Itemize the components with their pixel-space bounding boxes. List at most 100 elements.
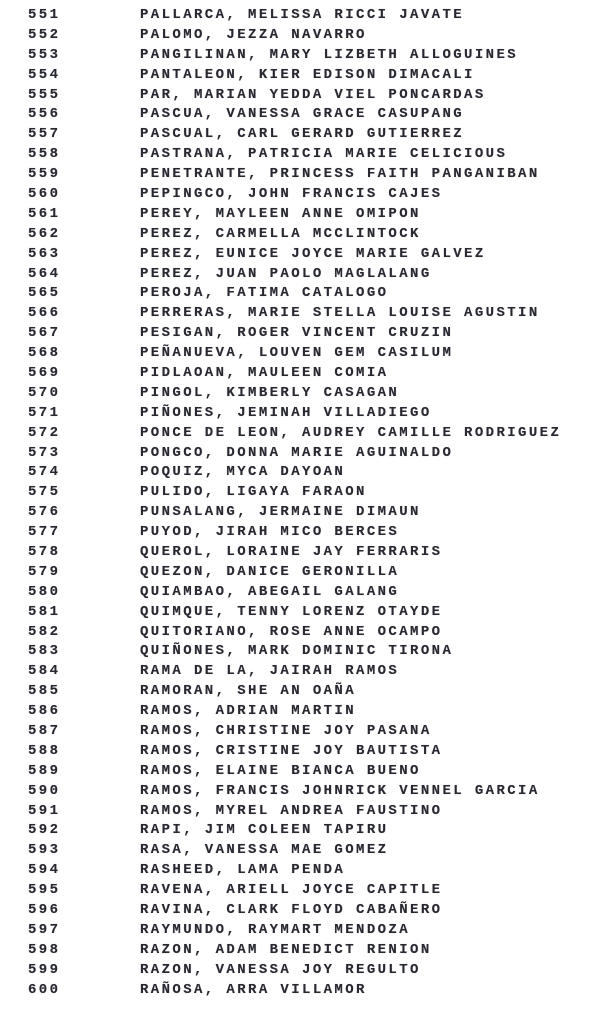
- row-number: 590: [28, 782, 61, 799]
- row-name: PIÑONES, JEMINAH VILLADIEGO: [140, 404, 432, 421]
- row-name: RAMOS, FRANCIS JOHNRICK VENNEL GARCIA: [140, 782, 540, 799]
- row-name: RAMOS, CRISTINE JOY BAUTISTA: [140, 742, 443, 759]
- row-name: PINGOL, KIMBERLY CASAGAN: [140, 384, 400, 401]
- row-number: 567: [28, 325, 61, 342]
- list-row: 578 QUEROL, LORAINE JAY FERRARIS: [0, 542, 604, 562]
- row-number: 598: [28, 941, 61, 958]
- row-number: 595: [28, 882, 61, 899]
- list-row: 552 PALOMO, JEZZA NAVARRO: [0, 25, 604, 45]
- list-row: 564 PEREZ, JUAN PAOLO MAGLALANG: [0, 264, 604, 284]
- row-number: 594: [28, 862, 61, 879]
- list-row: 572 PONCE DE LEON, AUDREY CAMILLE RODRIG…: [0, 423, 604, 443]
- row-name: PENETRANTE, PRINCESS FAITH PANGANIBAN: [140, 166, 540, 183]
- row-number: 552: [28, 26, 61, 43]
- row-number: 581: [28, 603, 61, 620]
- row-name: RAVINA, CLARK FLOYD CABAÑERO: [140, 902, 443, 919]
- row-name: RAMOS, ADRIAN MARTIN: [140, 703, 357, 720]
- list-row: 558 PASTRANA, PATRICIA MARIE CELICIOUS: [0, 144, 604, 164]
- row-number: 593: [28, 842, 61, 859]
- row-number: 591: [28, 802, 61, 819]
- row-name: RAMA DE LA, JAIRAH RAMOS: [140, 663, 400, 680]
- row-number: 561: [28, 205, 61, 222]
- row-name: PERRERAS, MARIE STELLA LOUISE AGUSTIN: [140, 305, 540, 322]
- list-row: 589 RAMOS, ELAINE BIANCA BUENO: [0, 761, 604, 781]
- row-number: 587: [28, 723, 61, 739]
- row-number: 554: [28, 66, 61, 83]
- row-number: 583: [28, 643, 61, 660]
- list-row: 587 RAMOS, CHRISTINE JOY PASANA: [0, 721, 604, 741]
- row-number: 589: [28, 762, 61, 779]
- row-name: PALOMO, JEZZA NAVARRO: [140, 26, 367, 43]
- row-name: PONGCO, DONNA MARIE AGUINALDO: [140, 444, 454, 461]
- list-row: 591 RAMOS, MYREL ANDREA FAUSTINO: [0, 801, 604, 821]
- list-row: 554 PANTALEON, KIER EDISON DIMACALI: [0, 65, 604, 85]
- row-number: 597: [28, 921, 61, 938]
- list-row: 598 RAZON, ADAM BENEDICT RENION: [0, 940, 604, 960]
- list-row: 555 PAR, MARIAN YEDDA VIEL PONCARDAS: [0, 85, 604, 105]
- list-row: 588 RAMOS, CRISTINE JOY BAUTISTA: [0, 741, 604, 761]
- list-row: 581 QUIMQUE, TENNY LORENZ OTAYDE: [0, 602, 604, 622]
- list-row: 559 PENETRANTE, PRINCESS FAITH PANGANIBA…: [0, 164, 604, 184]
- row-name: QUIÑONES, MARK DOMINIC TIRONA: [140, 643, 454, 660]
- row-name: RASA, VANESSA MAE GOMEZ: [140, 842, 389, 859]
- row-name: PUNSALANG, JERMAINE DIMAUN: [140, 504, 421, 521]
- list-row: 551 PALLARCA, MELISSA RICCI JAVATE: [0, 5, 604, 25]
- list-row: 562 PEREZ, CARMELLA MCCLINTOCK: [0, 224, 604, 244]
- list-row: 570 PINGOL, KIMBERLY CASAGAN: [0, 383, 604, 403]
- list-row: 568 PEÑANUEVA, LOUVEN GEM CASILUM: [0, 343, 604, 363]
- row-number: 577: [28, 524, 61, 541]
- row-name: QUEROL, LORAINE JAY FERRARIS: [140, 543, 443, 560]
- list-row: 574 POQUIZ, MYCA DAYOAN: [0, 462, 604, 482]
- row-number: 563: [28, 245, 61, 262]
- row-name: RAVENA, ARIELL JOYCE CAPITLE: [140, 882, 443, 899]
- list-row: 563 PEREZ, EUNICE JOYCE MARIE GALVEZ: [0, 244, 604, 264]
- row-name: RAMOS, MYREL ANDREA FAUSTINO: [140, 802, 443, 819]
- list-row: 571 PIÑONES, JEMINAH VILLADIEGO: [0, 403, 604, 423]
- row-number: 565: [28, 285, 61, 302]
- list-row: 556 PASCUA, VANESSA GRACE CASUPANG: [0, 104, 604, 124]
- list-row: 557 PASCUAL, CARL GERARD GUTIERREZ: [0, 124, 604, 144]
- row-name: PEROJA, FATIMA CATALOGO: [140, 285, 389, 302]
- list-row: 577 PUYOD, JIRAH MICO BERCES: [0, 522, 604, 542]
- row-number: 560: [28, 185, 61, 202]
- row-number: 555: [28, 86, 61, 103]
- list-row: 579 QUEZON, DANICE GERONILLA: [0, 562, 604, 582]
- row-number: 576: [28, 504, 61, 521]
- list-row: 566 PERRERAS, MARIE STELLA LOUISE AGUSTI…: [0, 303, 604, 323]
- row-number: 572: [28, 424, 61, 441]
- list-row: 583 QUIÑONES, MARK DOMINIC TIRONA: [0, 642, 604, 662]
- row-name: POQUIZ, MYCA DAYOAN: [140, 464, 346, 481]
- row-number: 573: [28, 444, 61, 461]
- row-name: QUIAMBAO, ABEGAIL GALANG: [140, 583, 400, 600]
- list-row: 593 RASA, VANESSA MAE GOMEZ: [0, 840, 604, 860]
- row-name: PEPINGCO, JOHN FRANCIS CAJES: [140, 185, 443, 202]
- row-number: 571: [28, 404, 61, 421]
- row-name: PASCUA, VANESSA GRACE CASUPANG: [140, 106, 465, 123]
- row-name: QUITORIANO, ROSE ANNE OCAMPO: [140, 623, 443, 640]
- list-row: 595 RAVENA, ARIELL JOYCE CAPITLE: [0, 880, 604, 900]
- row-name: PIDLAOAN, MAULEEN COMIA: [140, 364, 389, 381]
- row-number: 570: [28, 384, 61, 401]
- list-row: 561 PEREY, MAYLEEN ANNE OMIPON: [0, 204, 604, 224]
- list-row: 575 PULIDO, LIGAYA FARAON: [0, 482, 604, 502]
- row-number: 551: [28, 6, 61, 23]
- list-row: 565 PEROJA, FATIMA CATALOGO: [0, 283, 604, 303]
- row-name: QUEZON, DANICE GERONILLA: [140, 563, 400, 580]
- row-number: 559: [28, 166, 61, 183]
- row-name: RAZON, ADAM BENEDICT RENION: [140, 941, 432, 958]
- row-number: 574: [28, 464, 61, 481]
- row-number: 588: [28, 742, 61, 759]
- list-row: 599 RAZON, VANESSA JOY REGULTO: [0, 960, 604, 980]
- row-number: 557: [28, 126, 61, 143]
- row-name: PASCUAL, CARL GERARD GUTIERREZ: [140, 126, 465, 143]
- list-row: 600 RAÑOSA, ARRA VILLAMOR: [0, 980, 604, 1000]
- row-number: 578: [28, 543, 61, 560]
- list-row: 582 QUITORIANO, ROSE ANNE OCAMPO: [0, 622, 604, 642]
- list-row: 567 PESIGAN, ROGER VINCENT CRUZIN: [0, 323, 604, 343]
- list-row: 584 RAMA DE LA, JAIRAH RAMOS: [0, 661, 604, 681]
- row-name: RAYMUNDO, RAYMART MENDOZA: [140, 921, 411, 938]
- row-number: 584: [28, 663, 61, 680]
- row-name: PEÑANUEVA, LOUVEN GEM CASILUM: [140, 345, 454, 362]
- list-row: 590 RAMOS, FRANCIS JOHNRICK VENNEL GARCI…: [0, 781, 604, 801]
- list-row: 592 RAPI, JIM COLEEN TAPIRU: [0, 821, 604, 841]
